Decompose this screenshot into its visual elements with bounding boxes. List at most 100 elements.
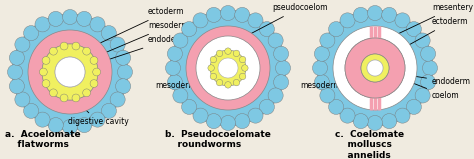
Circle shape (340, 13, 355, 28)
Circle shape (317, 10, 433, 126)
Circle shape (268, 88, 283, 103)
Circle shape (406, 99, 421, 114)
Circle shape (216, 50, 223, 57)
Circle shape (353, 7, 368, 22)
Circle shape (367, 5, 383, 21)
Circle shape (208, 65, 214, 71)
Circle shape (225, 82, 231, 88)
Circle shape (39, 68, 47, 76)
Circle shape (90, 112, 105, 127)
Circle shape (239, 56, 246, 63)
Text: ectoderm: ectoderm (100, 7, 184, 43)
Text: a.  Acoelomate
    flatworms: a. Acoelomate flatworms (5, 130, 81, 149)
Circle shape (220, 115, 236, 131)
Text: mesoderm: mesoderm (300, 76, 343, 90)
Circle shape (55, 57, 85, 87)
Circle shape (49, 47, 57, 55)
Text: endoderm: endoderm (89, 35, 187, 66)
Circle shape (72, 42, 80, 50)
Circle shape (90, 17, 105, 32)
Circle shape (395, 108, 410, 123)
Circle shape (116, 50, 131, 65)
Circle shape (314, 46, 329, 61)
Circle shape (9, 79, 25, 94)
Circle shape (340, 108, 355, 123)
Circle shape (60, 42, 68, 50)
Circle shape (72, 94, 80, 102)
Circle shape (415, 33, 430, 48)
Circle shape (110, 37, 125, 52)
Circle shape (15, 92, 30, 107)
Circle shape (24, 103, 39, 118)
Circle shape (8, 64, 23, 80)
Circle shape (239, 73, 246, 80)
Circle shape (235, 7, 250, 22)
Circle shape (42, 80, 50, 87)
Circle shape (101, 26, 117, 41)
Circle shape (82, 89, 91, 97)
Circle shape (165, 60, 181, 76)
Circle shape (196, 36, 260, 100)
Circle shape (415, 88, 430, 103)
Circle shape (320, 33, 335, 48)
Circle shape (367, 60, 383, 76)
Circle shape (233, 79, 240, 86)
Circle shape (77, 11, 92, 26)
Circle shape (333, 26, 417, 110)
Circle shape (116, 79, 131, 94)
Circle shape (218, 58, 238, 78)
Circle shape (206, 7, 221, 22)
Circle shape (42, 44, 98, 100)
Circle shape (273, 75, 289, 90)
Circle shape (382, 114, 397, 129)
Circle shape (42, 57, 50, 64)
Circle shape (268, 33, 283, 48)
Circle shape (382, 7, 397, 22)
Circle shape (101, 103, 117, 118)
Circle shape (361, 54, 389, 82)
Circle shape (193, 13, 208, 28)
Circle shape (93, 68, 100, 76)
Text: mesoderm: mesoderm (155, 75, 196, 90)
Circle shape (63, 10, 78, 24)
Circle shape (367, 60, 383, 76)
Circle shape (35, 17, 50, 32)
Circle shape (170, 10, 286, 126)
Circle shape (328, 22, 344, 37)
Circle shape (210, 56, 217, 63)
Circle shape (314, 75, 329, 90)
Circle shape (312, 60, 328, 76)
Circle shape (118, 64, 133, 80)
Circle shape (167, 75, 182, 90)
Circle shape (345, 38, 405, 98)
Circle shape (275, 60, 291, 76)
Circle shape (235, 114, 250, 129)
Circle shape (242, 65, 248, 71)
Circle shape (220, 5, 236, 21)
Circle shape (182, 22, 197, 37)
Circle shape (182, 99, 197, 114)
Circle shape (12, 14, 128, 130)
Circle shape (186, 26, 270, 110)
Circle shape (367, 115, 383, 131)
Circle shape (173, 33, 188, 48)
Circle shape (48, 11, 64, 26)
Circle shape (420, 46, 436, 61)
Circle shape (82, 47, 91, 55)
Text: coelom: coelom (408, 81, 460, 100)
Circle shape (173, 88, 188, 103)
Circle shape (60, 94, 68, 102)
Circle shape (353, 114, 368, 129)
Circle shape (90, 57, 98, 64)
Circle shape (35, 112, 50, 127)
Circle shape (259, 22, 274, 37)
Circle shape (77, 118, 92, 133)
Circle shape (210, 73, 217, 80)
Circle shape (345, 38, 405, 98)
Text: endoderm: endoderm (390, 73, 471, 86)
Circle shape (233, 50, 240, 57)
Circle shape (406, 22, 421, 37)
Circle shape (395, 13, 410, 28)
Circle shape (225, 48, 231, 54)
Circle shape (328, 99, 344, 114)
